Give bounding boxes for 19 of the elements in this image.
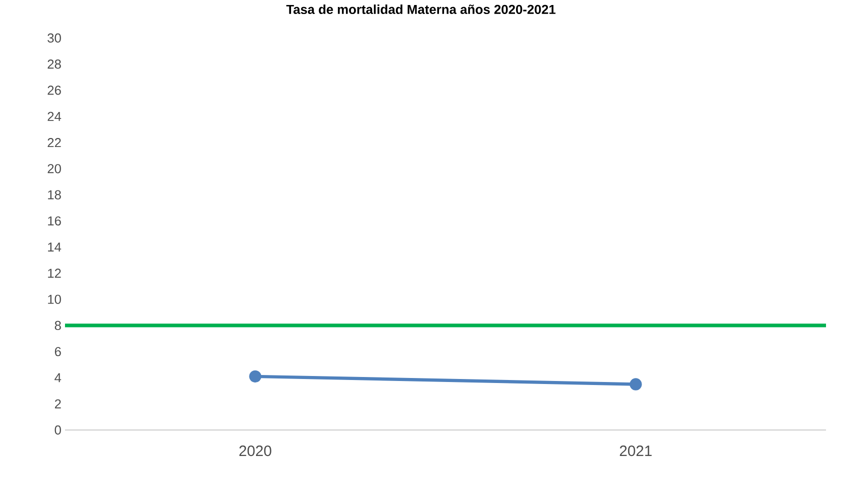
y-tick-label: 6: [54, 347, 61, 356]
y-tick-label: 24: [48, 112, 62, 121]
chart-title: Tasa de mortalidad Materna años 2020-2021: [286, 4, 556, 14]
y-tick-label: 2: [54, 399, 61, 408]
y-tick-label: 22: [48, 138, 61, 148]
y-tick-label: 8: [54, 320, 61, 330]
y-tick-label: 14: [48, 242, 62, 252]
x-tick-label: 2020: [239, 446, 272, 456]
y-tick-label: 30: [48, 33, 61, 43]
y-tick-label: 28: [48, 60, 61, 69]
y-tick-label: 16: [48, 216, 61, 226]
x-tick-label: 2021: [620, 446, 652, 456]
y-tick-label: 26: [48, 86, 61, 95]
y-tick-label: 20: [48, 164, 61, 174]
y-tick-label: 12: [48, 268, 61, 278]
y-tick-label: 0: [54, 425, 61, 435]
y-tick-label: 4: [54, 373, 62, 382]
y-tick-label: 10: [48, 294, 61, 304]
y-tick-label: 18: [48, 190, 61, 200]
